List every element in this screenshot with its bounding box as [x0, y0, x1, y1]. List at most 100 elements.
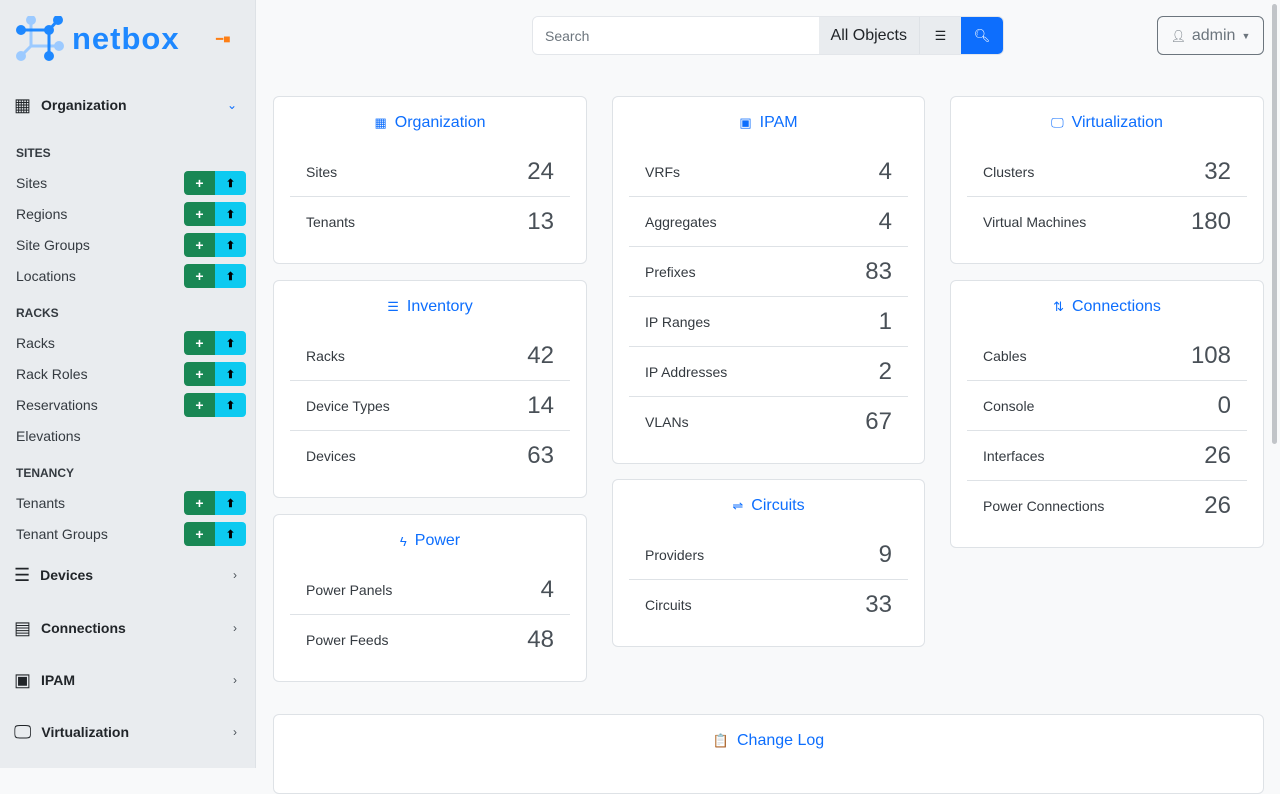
card-inventory: ☰ Inventory Racks 42 Device Types 14 Devices 63	[273, 280, 587, 498]
import-button[interactable]: ⬆	[215, 202, 246, 226]
search-button[interactable]: 🔍︎	[961, 17, 1003, 54]
sidebar-item-site-groups[interactable]: Site Groups + ⬆	[16, 233, 246, 257]
item-actions: + ⬆	[184, 233, 246, 257]
add-button[interactable]: +	[184, 264, 215, 288]
import-button[interactable]: ⬆	[215, 491, 246, 515]
item-count: 13	[527, 208, 554, 235]
section-label: Devices	[40, 567, 94, 583]
card-title[interactable]: 🖵 Virtualization	[967, 113, 1247, 133]
list-item[interactable]: Virtual Machines 180	[967, 197, 1247, 247]
import-button[interactable]: ⬆	[215, 331, 246, 355]
item-actions: + ⬆	[184, 171, 246, 195]
add-button[interactable]: +	[184, 331, 215, 355]
list-item[interactable]: Power Feeds 48	[290, 615, 570, 665]
sidebar-item-label: Reservations	[16, 397, 98, 413]
netbox-logo[interactable]: netbox	[16, 16, 180, 62]
import-button[interactable]: ⬆	[215, 393, 246, 417]
import-button[interactable]: ⬆	[215, 264, 246, 288]
sidebar-section-connections[interactable]: ▤ Connections ›	[14, 616, 237, 640]
power-icon: ϟ	[399, 533, 407, 549]
list-item[interactable]: Cables 108	[967, 331, 1247, 381]
card-list: Providers 9 Circuits 33	[629, 530, 908, 630]
sidebar-section-virtualization[interactable]: 🖵 Virtualization ›	[14, 720, 237, 744]
sidebar-item-reservations[interactable]: Reservations + ⬆	[16, 393, 246, 417]
list-item[interactable]: Sites 24	[290, 147, 570, 197]
search-input[interactable]	[533, 17, 819, 54]
sidebar-item-label: Regions	[16, 206, 68, 222]
item-label: Prefixes	[645, 263, 696, 280]
list-item[interactable]: Devices 63	[290, 431, 570, 481]
item-actions: + ⬆	[184, 264, 246, 288]
card-title[interactable]: ▦ Organization	[290, 113, 570, 133]
chevron-right-icon: ›	[233, 621, 237, 635]
add-button[interactable]: +	[184, 522, 215, 546]
list-item[interactable]: Power Connections 26	[967, 481, 1247, 531]
scrollbar[interactable]	[1272, 4, 1277, 444]
item-actions: + ⬆	[184, 393, 246, 417]
sidebar-item-locations[interactable]: Locations + ⬆	[16, 264, 246, 288]
import-button[interactable]: ⬆	[215, 522, 246, 546]
item-actions: + ⬆	[184, 362, 246, 386]
list-item[interactable]: Interfaces 26	[967, 431, 1247, 481]
search-scope-select[interactable]: All Objects	[818, 17, 920, 54]
sidebar-item-racks[interactable]: Racks + ⬆	[16, 331, 246, 355]
pin-icon[interactable]: ━■	[216, 32, 231, 46]
sidebar-item-rack-roles[interactable]: Rack Roles + ⬆	[16, 362, 246, 386]
filter-button[interactable]: ☰	[920, 17, 961, 54]
item-label: Racks	[306, 347, 345, 364]
list-item[interactable]: Aggregates 4	[629, 197, 908, 247]
section-label: Organization	[41, 97, 127, 113]
list-item[interactable]: Power Panels 4	[290, 565, 570, 615]
list-item[interactable]: VRFs 4	[629, 147, 908, 197]
item-actions: + ⬆	[184, 522, 246, 546]
list-item[interactable]: Prefixes 83	[629, 247, 908, 297]
list-item[interactable]: VLANs 67	[629, 397, 908, 447]
user-menu-button[interactable]: 👤︎ admin ▼	[1157, 16, 1264, 55]
sidebar-item-sites[interactable]: Sites + ⬆	[16, 171, 246, 195]
list-item[interactable]: Circuits 33	[629, 580, 908, 630]
sidebar-item-tenants[interactable]: Tenants + ⬆	[16, 491, 246, 515]
list-item[interactable]: Clusters 32	[967, 147, 1247, 197]
item-label: Power Feeds	[306, 632, 389, 648]
card-title-text: Inventory	[406, 298, 473, 315]
card-title[interactable]: ▣ IPAM	[629, 113, 908, 133]
add-button[interactable]: +	[184, 171, 215, 195]
list-item[interactable]: IP Addresses 2	[629, 347, 908, 397]
sidebar-section-organization[interactable]: ▦ Organization ⌄	[14, 93, 237, 117]
import-button[interactable]: ⬆	[215, 171, 246, 195]
card-title[interactable]: ⇅ Connections	[967, 297, 1247, 317]
add-button[interactable]: +	[184, 393, 215, 417]
virtualization-icon: 🖵	[1051, 115, 1064, 130]
list-item[interactable]: Console 0	[967, 381, 1247, 431]
netbox-logo-icon	[16, 16, 64, 61]
card-circuits: ⇌ Circuits Providers 9 Circuits 33	[612, 479, 925, 647]
sidebar-item-regions[interactable]: Regions + ⬆	[16, 202, 246, 226]
import-button[interactable]: ⬆	[215, 233, 246, 257]
chevron-down-icon: ⌄	[226, 98, 237, 112]
card-list: Racks 42 Device Types 14 Devices 63	[290, 331, 570, 481]
sidebar-item-tenant-groups[interactable]: Tenant Groups + ⬆	[16, 522, 246, 546]
card-title[interactable]: ⇌ Circuits	[629, 496, 908, 516]
card-title[interactable]: ☰ Inventory	[290, 297, 570, 317]
add-button[interactable]: +	[184, 233, 215, 257]
item-count: 24	[527, 157, 554, 185]
sidebar-section-devices[interactable]: ☰ Devices ›	[14, 563, 237, 587]
list-item[interactable]: Providers 9	[629, 530, 908, 580]
list-item[interactable]: Device Types 14	[290, 381, 570, 431]
list-item[interactable]: IP Ranges 1	[629, 297, 908, 347]
card-power: ϟ Power Power Panels 4 Power Feeds 48	[273, 514, 587, 682]
list-item[interactable]: Racks 42	[290, 331, 570, 381]
add-button[interactable]: +	[184, 362, 215, 386]
card-list: Cables 108 Console 0 Interfaces 26 Power Conne…	[967, 331, 1247, 531]
add-button[interactable]: +	[184, 202, 215, 226]
add-button[interactable]: +	[184, 491, 215, 515]
card-list: Clusters 32 Virtual Machines 180	[967, 147, 1247, 247]
sidebar-section-ipam[interactable]: ▣ IPAM ›	[14, 668, 237, 692]
item-label: Power Panels	[306, 581, 393, 598]
card-title[interactable]: ϟ Power	[290, 531, 570, 551]
sidebar-item-elevations[interactable]: Elevations	[16, 424, 246, 448]
card-title[interactable]: 📋 Change Log	[290, 731, 1247, 751]
import-button[interactable]: ⬆	[215, 362, 246, 386]
list-item[interactable]: Tenants 13	[290, 197, 570, 247]
sidebar-item-label: Locations	[16, 268, 76, 284]
